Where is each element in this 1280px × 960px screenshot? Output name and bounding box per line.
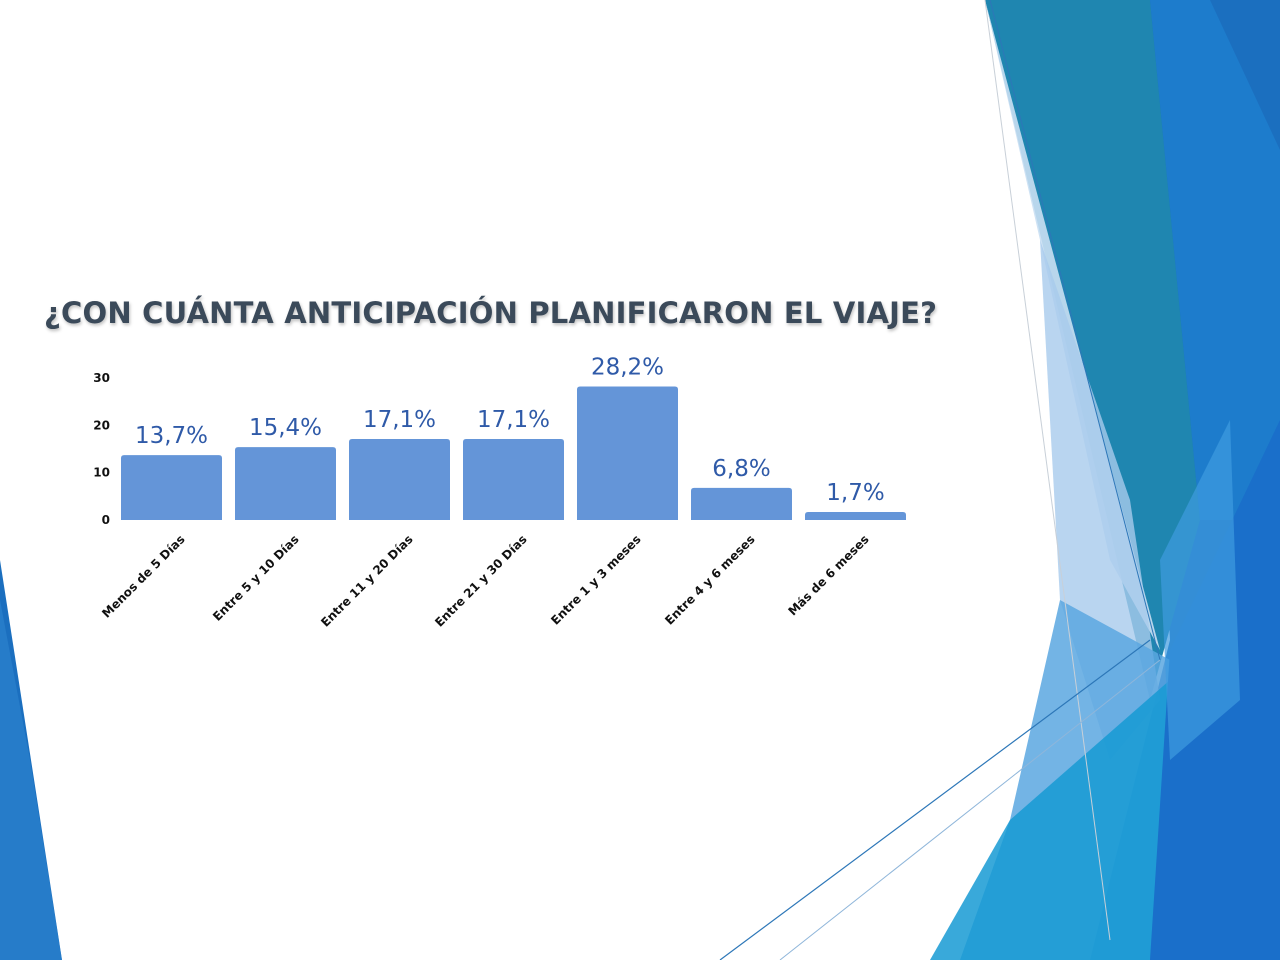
deco-line [989,0,1161,661]
x-tick-label: Entre 11 y 20 Días [318,532,415,629]
data-label: 1,7% [826,480,884,506]
bar [691,487,792,520]
bar [349,439,450,520]
x-axis: Menos de 5 Días Entre 5 y 10 Días Entre 11… [99,532,871,629]
data-label: 13,7% [135,423,208,449]
deco-shard-bright [1160,420,1240,760]
x-tick-label: Más de 6 meses [785,532,871,618]
y-tick-label: 10 [93,466,110,480]
value-labels: 13,7% 15,4% 17,1% 17,1% 28,2% 6,8% 1,7% [135,355,885,506]
y-tick-label: 30 [93,371,110,385]
y-tick-label: 0 [102,513,110,527]
x-tick-label: Entre 5 y 10 Días [210,532,302,624]
bars [121,386,906,520]
data-label: 28,2% [591,355,664,381]
bar [235,447,336,520]
deco-line [779,659,1161,960]
bar [577,386,678,520]
deco-shard-cyan [930,680,1180,960]
chart-title: ¿CON CUÁNTA ANTICIPACIÓN PLANIFICARON EL… [44,296,938,330]
x-tick-label: Entre 4 y 6 meses [662,532,757,627]
bar [463,439,564,520]
data-label: 17,1% [477,407,550,433]
bar [121,455,222,520]
x-tick-label: Menos de 5 Días [99,532,187,620]
deco-shard-mid [1150,0,1280,520]
y-axis: 0 10 20 30 [93,371,110,527]
data-label: 17,1% [363,407,436,433]
deco-shard-teal [985,0,1200,700]
y-tick-label: 20 [93,418,110,432]
deco-line [984,0,1111,941]
x-tick-label: Entre 21 y 30 Días [432,532,529,629]
data-label: 15,4% [249,415,322,441]
x-tick-label: Entre 1 y 3 meses [548,532,643,627]
data-label: 6,8% [712,456,770,482]
bar [805,511,906,520]
deco-shard-left-light [0,600,62,960]
deco-line [719,639,1151,960]
